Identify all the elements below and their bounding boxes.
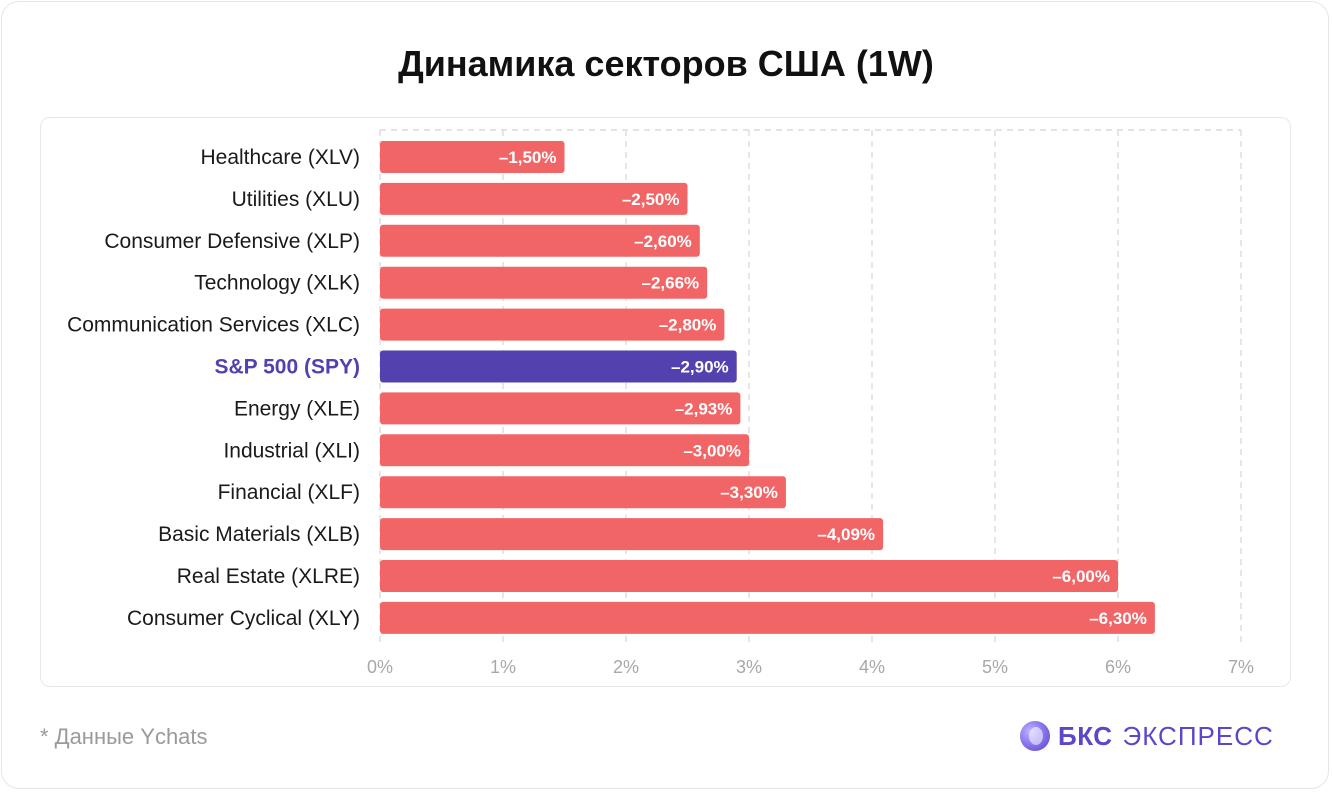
category-label: Technology (XLK) — [194, 272, 360, 295]
bar-value-label: –2,50% — [622, 190, 680, 209]
category-label: Industrial (XLI) — [223, 439, 360, 462]
x-tick-label: 4% — [859, 657, 885, 677]
category-label: Healthcare (XLV) — [200, 146, 360, 169]
bar-value-label: –3,30% — [720, 483, 778, 502]
bar — [380, 141, 565, 173]
bar — [380, 266, 708, 299]
x-tick-label: 5% — [982, 657, 1008, 677]
bar — [380, 601, 1155, 634]
bar — [380, 434, 749, 467]
category-label: Consumer Defensive (XLP) — [104, 230, 360, 253]
brand-logo-block: БКС ЭКСПРЕСС — [1020, 718, 1274, 754]
category-label: Communication Services (XLC) — [67, 314, 360, 337]
bar-value-label: –2,80% — [659, 316, 717, 335]
x-tick-label: 1% — [490, 657, 516, 677]
category-label-highlight: S&P 500 (SPY) — [214, 356, 360, 379]
x-tick-label: 3% — [736, 657, 762, 677]
bar — [380, 476, 786, 509]
bar — [380, 560, 1118, 592]
bar — [380, 182, 688, 215]
bar-value-label: –2,66% — [642, 274, 700, 293]
bar-value-label: –4,09% — [817, 525, 875, 544]
category-label: Energy (XLE) — [234, 397, 360, 420]
x-tick-label: 7% — [1228, 657, 1254, 677]
x-tick-label: 2% — [613, 657, 639, 677]
bar — [380, 518, 884, 551]
chart-title: Динамика секторов США (1W) — [398, 43, 934, 84]
bar-value-label: –2,60% — [634, 232, 692, 251]
bar-value-label: –2,90% — [671, 358, 729, 377]
bar — [380, 392, 741, 425]
brand-name-bold: БКС — [1058, 720, 1113, 751]
bar-value-label: –1,50% — [499, 148, 557, 167]
category-label: Financial (XLF) — [218, 481, 360, 504]
category-label: Consumer Cyclical (XLY) — [127, 607, 360, 630]
category-label: Basic Materials (XLB) — [158, 523, 360, 546]
bar-value-label: –6,00% — [1052, 567, 1110, 586]
bar-value-label: –3,00% — [683, 441, 741, 460]
bar-highlight — [380, 350, 737, 383]
source-footnote: * Данные Ychats — [40, 724, 208, 749]
bar-value-label: –2,93% — [675, 399, 733, 418]
brand-sphere-icon — [1020, 721, 1050, 751]
bar — [380, 224, 700, 257]
brand-name-light: ЭКСПРЕСС — [1122, 720, 1274, 751]
bar — [380, 308, 725, 341]
x-tick-label: 6% — [1105, 657, 1131, 677]
category-label: Utilities (XLU) — [232, 188, 360, 211]
category-label: Real Estate (XLRE) — [177, 565, 360, 588]
bar-value-label: –6,30% — [1089, 609, 1147, 628]
x-tick-label: 0% — [367, 657, 393, 677]
